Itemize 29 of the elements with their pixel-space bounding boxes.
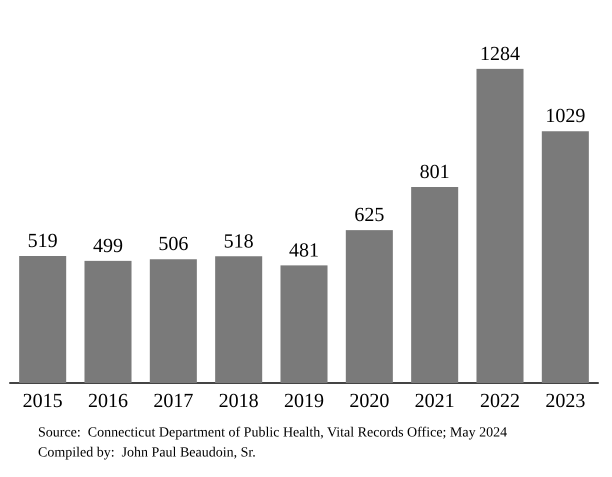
bar (542, 131, 589, 383)
x-tick-label: 2018 (218, 390, 259, 412)
bar (346, 230, 393, 383)
data-label: 519 (28, 230, 58, 252)
x-tick-label: 2022 (480, 390, 520, 412)
x-tick-label: 2017 (153, 390, 194, 412)
x-tick-label: 2016 (88, 390, 128, 412)
x-tick-label: 2019 (284, 390, 324, 412)
x-tick-label: 2023 (545, 390, 586, 412)
data-label: 1284 (480, 42, 520, 65)
bar (84, 260, 132, 383)
source-note: Source: Connecticut Department of Public Health, Vital Records Office; May 2024 (38, 426, 508, 440)
x-tick-label: 2020 (349, 390, 390, 412)
data-label: 518 (224, 230, 254, 252)
data-label: 1029 (545, 105, 586, 128)
x-tick-label: 2021 (414, 390, 455, 412)
bar (150, 259, 197, 383)
x-tick-label: 2015 (22, 390, 63, 412)
bar (280, 265, 328, 383)
bar (476, 68, 524, 383)
data-label: 801 (420, 161, 450, 184)
bar (215, 256, 262, 383)
data-label: 481 (289, 239, 319, 262)
bar (411, 187, 458, 383)
data-label: 625 (354, 204, 384, 226)
data-label: 506 (158, 233, 188, 256)
text: Compiled by: John Paul Beaudoin, Sr. (38, 446, 256, 460)
data-label: 499 (93, 234, 123, 257)
bar (19, 256, 66, 383)
